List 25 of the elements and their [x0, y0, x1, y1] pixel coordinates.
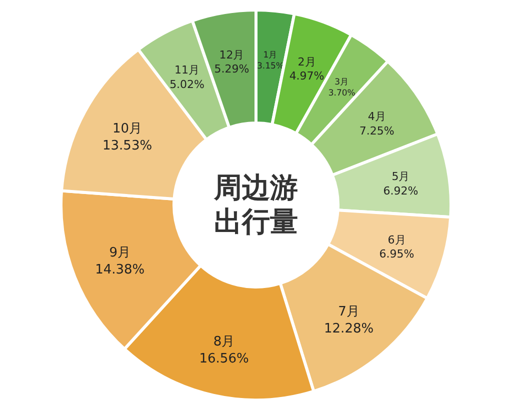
text: 出行量	[214, 205, 298, 238]
data-label: 5.29%	[214, 62, 250, 76]
text: 周边游	[213, 171, 298, 204]
data-label: 12.28%	[324, 322, 374, 337]
slice-label: 4月	[368, 110, 386, 124]
slice-label: 8月	[213, 334, 235, 350]
data-label: 6.95%	[379, 248, 414, 261]
slice-label: 5月	[392, 170, 410, 184]
data-label: 5.02%	[170, 78, 205, 91]
data-label: 13.53%	[102, 138, 152, 154]
data-label: 6.92%	[383, 184, 418, 198]
slice-label: 1月	[263, 50, 278, 61]
slice-label: 6月	[388, 233, 406, 246]
data-label: 7.25%	[359, 124, 394, 138]
slice-label: 10月	[112, 121, 142, 136]
slice-label: 2月	[298, 55, 316, 68]
slice-label: 9月	[109, 246, 131, 261]
data-label: 3.70%	[328, 88, 356, 99]
slice-label: 3月	[334, 78, 350, 88]
slice-label: 11月	[174, 64, 200, 77]
data-label: 16.56%	[199, 351, 249, 366]
data-label: 14.38%	[95, 262, 145, 278]
slice-label: 12月	[219, 48, 244, 62]
slice-label: 7月	[338, 304, 360, 320]
data-label: 4.97%	[289, 70, 324, 83]
